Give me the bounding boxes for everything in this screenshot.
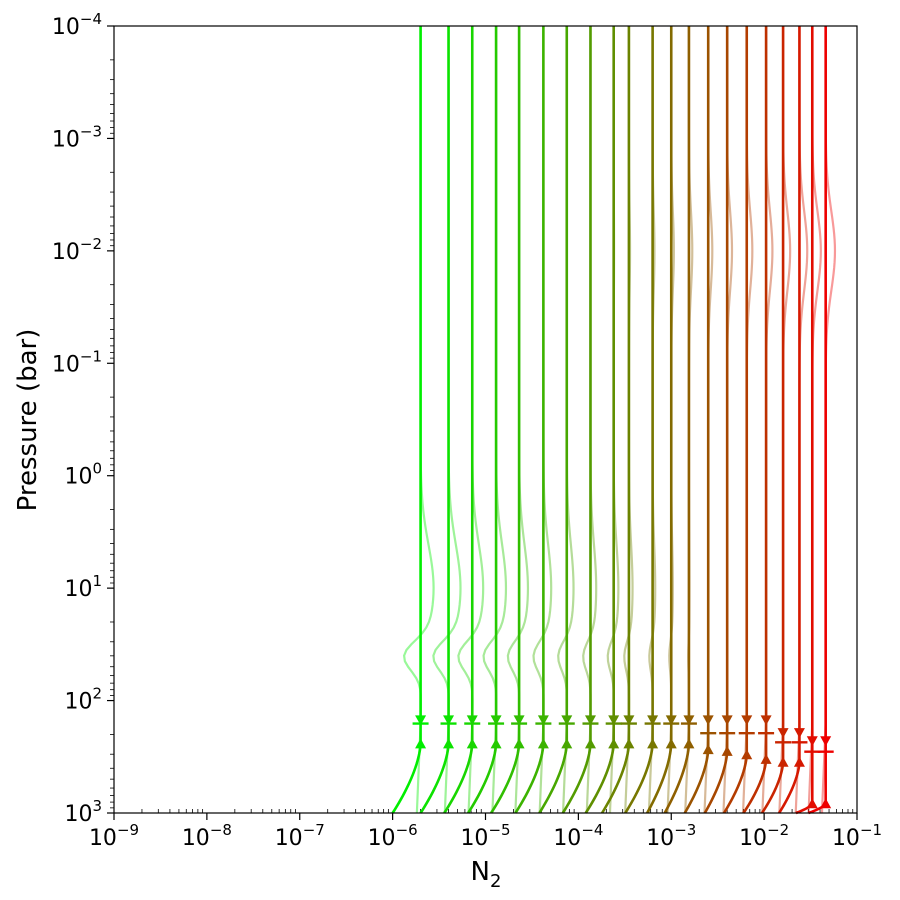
series-marker-up xyxy=(513,738,525,749)
series-faint-profile xyxy=(794,26,809,814)
series-marker-up xyxy=(777,756,789,767)
series-marker-up xyxy=(415,738,427,749)
series-line xyxy=(683,26,710,814)
series-marker-down xyxy=(466,715,478,726)
x-tick-label: 10−5 xyxy=(460,821,510,851)
x-tick-label: 10−3 xyxy=(646,821,696,851)
series-line xyxy=(561,26,592,814)
series-marker-up xyxy=(721,745,733,756)
series-marker-down xyxy=(702,715,714,726)
series-line xyxy=(742,26,768,814)
series-marker-up xyxy=(647,738,659,749)
series-marker-down xyxy=(806,736,818,747)
series-marker-down xyxy=(608,715,620,726)
series-marker-up xyxy=(806,798,818,809)
series-marker-down xyxy=(443,715,455,726)
series-marker-up xyxy=(608,738,620,749)
series-line xyxy=(663,26,691,814)
series-marker-up xyxy=(561,738,573,749)
series-marker-down xyxy=(647,715,659,726)
x-tick-label: 10−6 xyxy=(368,821,418,851)
series-marker-down xyxy=(415,715,427,726)
y-tick-label: 102 xyxy=(64,685,102,715)
series-marker-down xyxy=(584,715,596,726)
series-line xyxy=(703,26,729,814)
series-line xyxy=(391,26,422,814)
y-tick-label: 10−3 xyxy=(52,122,102,152)
series-faint-profile xyxy=(820,26,837,814)
series-marker-up xyxy=(665,738,677,749)
series-layer xyxy=(391,26,837,815)
y-tick-label: 101 xyxy=(64,572,102,602)
y-tick-label: 100 xyxy=(64,460,102,490)
series-faint-profile xyxy=(807,26,822,814)
x-axis-label: N2 xyxy=(471,857,502,892)
y-tick-label: 10−4 xyxy=(52,10,102,40)
series-marker-up xyxy=(537,738,549,749)
series-marker-down xyxy=(623,715,635,726)
series-faint-profile xyxy=(761,26,774,814)
series-marker-down xyxy=(721,715,733,726)
series-marker-down xyxy=(513,715,525,726)
series-line xyxy=(443,26,474,814)
x-tick-label: 10−7 xyxy=(275,821,325,851)
series-marker-down xyxy=(490,715,502,726)
series-line xyxy=(624,26,654,814)
series-line xyxy=(722,26,749,814)
series-marker-down xyxy=(760,715,772,726)
y-tick-label: 10−1 xyxy=(52,347,102,377)
series-marker-down xyxy=(683,715,695,726)
series-line xyxy=(538,26,569,814)
series-line xyxy=(760,26,785,814)
series-marker-up xyxy=(466,738,478,749)
y-tick-labels: 10−4 10−3 10−2 10−1 100 101 102 103 xyxy=(52,10,102,827)
series-marker-down xyxy=(793,728,805,739)
series-marker-up xyxy=(760,753,772,764)
series-marker-up xyxy=(702,744,714,755)
series-marker-up xyxy=(683,738,695,749)
series-faint-profile xyxy=(402,26,435,814)
series-line xyxy=(778,26,801,814)
x-tick-label: 10−2 xyxy=(739,821,789,851)
x-tick-label: 10−4 xyxy=(553,821,603,851)
major-ticks xyxy=(107,25,858,820)
series-marker-down xyxy=(741,715,753,726)
series-marker-down xyxy=(777,728,789,739)
series-faint-profile xyxy=(482,26,508,814)
series-marker-down xyxy=(820,736,832,747)
series-marker-up xyxy=(793,756,805,767)
series-marker-up xyxy=(490,738,502,749)
series-marker-up xyxy=(443,738,455,749)
y-tick-label: 103 xyxy=(64,797,102,827)
series-marker-down xyxy=(537,715,549,726)
minor-ticks xyxy=(110,59,854,813)
series-faint-profile xyxy=(457,26,485,814)
series-marker-down xyxy=(665,715,677,726)
y-tick-label: 10−2 xyxy=(52,235,102,265)
series-marker-up xyxy=(741,749,753,760)
x-tick-label: 10−8 xyxy=(182,821,232,851)
series-line xyxy=(514,26,545,814)
x-tick-labels: 10−9 10−8 10−7 10−6 10−5 10−4 10−3 10−2 10−1 xyxy=(89,821,882,851)
series-marker-up xyxy=(820,798,832,809)
x-tick-label: 10−9 xyxy=(89,821,139,851)
series-marker-up xyxy=(623,738,635,749)
series-line xyxy=(467,26,498,814)
series-line xyxy=(490,26,521,814)
series-faint-profile xyxy=(778,26,792,814)
series-line xyxy=(419,26,450,814)
series-line xyxy=(584,26,615,814)
y-axis-label: Pressure (bar) xyxy=(13,329,43,512)
series-line xyxy=(600,26,631,814)
series-faint-profile xyxy=(432,26,462,814)
x-tick-label: 10−1 xyxy=(832,821,882,851)
series-line xyxy=(645,26,673,814)
series-marker-up xyxy=(584,738,596,749)
series-marker-down xyxy=(561,715,573,726)
